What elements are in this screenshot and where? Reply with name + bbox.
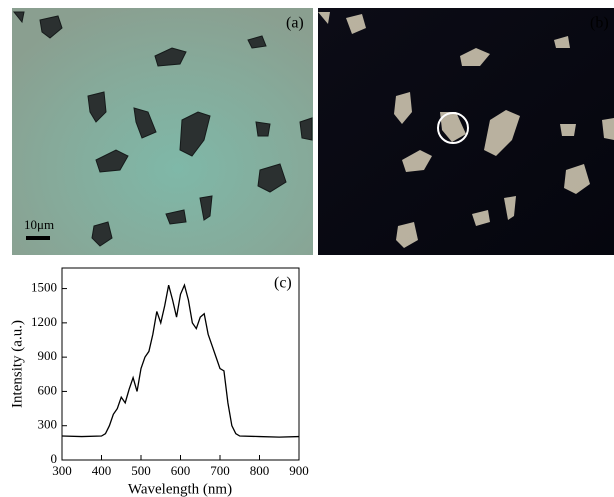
spectrum-line [62,285,299,437]
figure: 10μm (a) (b) (c) Wavelength (nm) I [0,0,614,497]
x-tick-label: 800 [250,463,270,478]
y-tick-label: 300 [38,417,58,432]
y-tick-label: 600 [38,382,58,397]
x-axis-label: Wavelength (nm) [128,481,232,497]
scale-bar-label: 10μm [24,217,54,232]
x-tick-label: 900 [289,463,309,478]
x-tick-label: 500 [131,463,151,478]
y-tick-label: 900 [38,348,58,363]
x-tick-label: 700 [210,463,230,478]
x-tick-label: 600 [171,463,191,478]
y-tick-label: 1200 [31,314,57,329]
panel-a: 10μm (a) [12,8,313,255]
x-tick-label: 400 [92,463,112,478]
panel-label: (c) [274,275,292,292]
y-axis-label: Intensity (a.u.) [9,320,25,408]
y-tick-label: 0 [51,451,58,466]
scale-bar [26,236,50,240]
panel-c: (c) Wavelength (nm) Intensity (a.u.) 300… [9,268,308,497]
panel-label: (a) [286,15,304,32]
panel-b: (b) [318,8,614,255]
y-tick-label: 1500 [31,280,57,295]
